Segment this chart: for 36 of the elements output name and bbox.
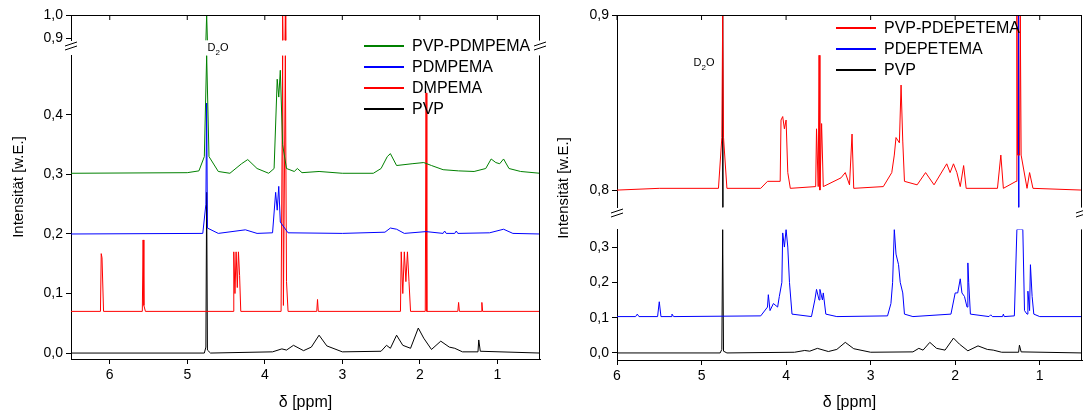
y-tick-label: 0,2: [589, 273, 610, 290]
y-axis-title: Intensität [w.E.]: [8, 136, 26, 238]
x-tick-label: 1: [1035, 367, 1044, 384]
y-tick-label: 0,0: [589, 343, 610, 360]
x-tick-label: 5: [183, 366, 192, 383]
legend-label: DMPEMA: [412, 78, 483, 99]
x-tick-label: 5: [697, 367, 706, 384]
y-tick-label: 0,3: [43, 165, 64, 182]
x-tick-label: 6: [613, 367, 622, 384]
legend-label: PVP: [884, 60, 917, 80]
y-tick-label: 0,9: [589, 5, 610, 22]
legend-label: PDEPETEMA: [884, 39, 983, 59]
y-tick-label: 0,3: [589, 237, 610, 254]
x-tick-label: 2: [415, 366, 424, 383]
y-tick-label: 0,0: [43, 343, 64, 360]
x-tick-label: 1: [493, 366, 502, 383]
annotation: D$_{2}$O: [207, 41, 229, 57]
x-tick-label: 3: [866, 367, 875, 384]
x-axis-title: δ [ppm]: [278, 392, 333, 410]
y-tick-label: 0,2: [43, 224, 64, 241]
y-tick-label: 0,4: [43, 105, 64, 122]
y-axis-title: Intensität [w.E.]: [553, 136, 571, 239]
legend-label: PVP-PDMPEMA: [412, 36, 531, 57]
y-tick-label: 0,9: [43, 29, 64, 46]
x-tick-label: 4: [260, 366, 269, 383]
x-tick-label: 6: [105, 366, 114, 383]
annotation: D$_{2}$O: [693, 56, 715, 72]
x-axis-title: δ [ppm]: [822, 392, 877, 410]
y-tick-label: 1,0: [43, 5, 64, 22]
x-tick-label: 4: [782, 367, 791, 384]
y-tick-label: 0,1: [43, 284, 64, 301]
y-tick-label: 0,1: [589, 308, 610, 325]
y-tick-label: 0,8: [589, 180, 610, 197]
legend-label: PDMPEMA: [412, 57, 493, 78]
x-tick-label: 2: [951, 367, 960, 384]
x-tick-label: 3: [338, 366, 347, 383]
